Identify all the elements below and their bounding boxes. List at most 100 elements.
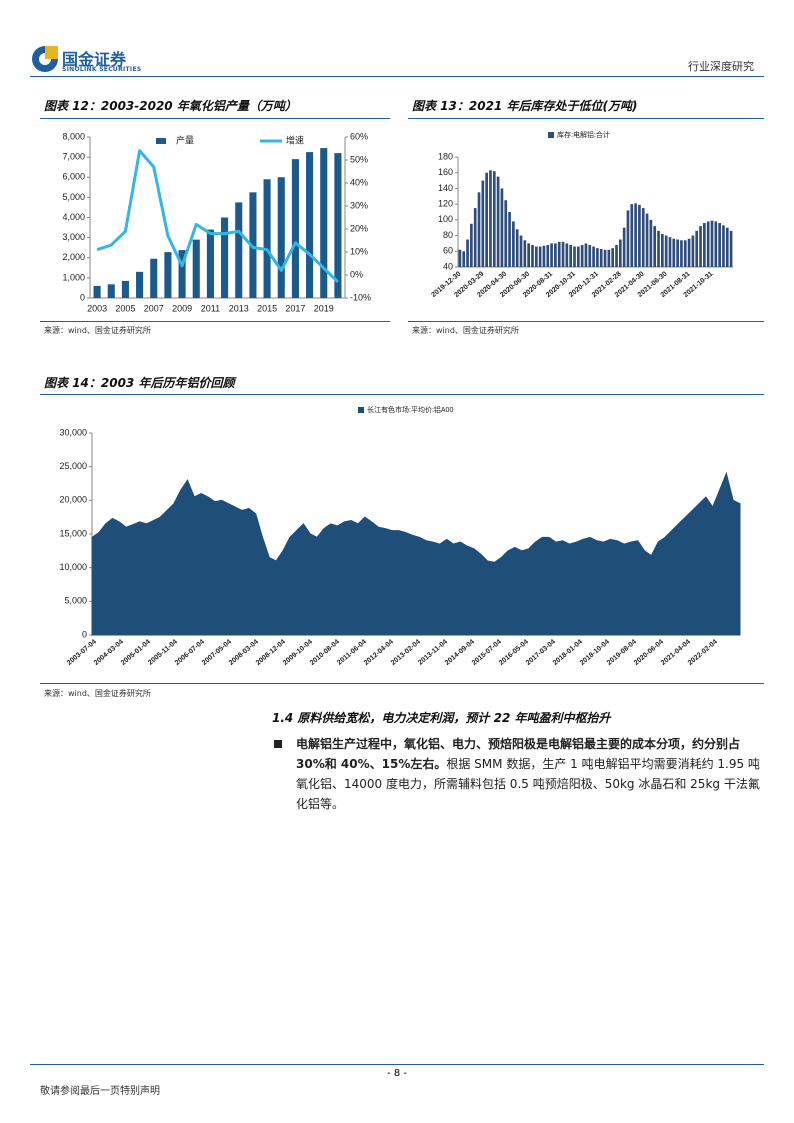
bar xyxy=(492,171,496,267)
y-tick-label: 40 xyxy=(443,261,453,271)
bar xyxy=(534,246,538,267)
figure-rule xyxy=(408,118,764,119)
y-tick-label: 1,000 xyxy=(62,272,85,282)
disclaimer: 敬请参阅最后一页特别声明 xyxy=(40,1086,160,1097)
x-tick-label: 2022-02-04 xyxy=(687,639,719,667)
bar xyxy=(691,235,695,267)
bar xyxy=(607,249,611,267)
y-tick-label: 2,000 xyxy=(62,252,85,262)
y-tick-label: 30,000 xyxy=(59,427,87,437)
bar xyxy=(699,226,702,267)
y-tick-label: 5,000 xyxy=(62,192,85,202)
bar xyxy=(150,258,158,298)
bar xyxy=(550,243,553,267)
y-tick-label: 20,000 xyxy=(59,495,87,505)
bar xyxy=(592,246,595,267)
y2-tick-label: -10% xyxy=(350,292,371,302)
y-tick-label: 0 xyxy=(82,629,87,639)
bar xyxy=(596,248,599,267)
figure-title: 图表 13：2021 年后库存处于低位(万吨) xyxy=(412,99,638,113)
bar xyxy=(504,200,508,267)
y-tick-label: 120 xyxy=(438,199,453,209)
report-type: 行业深度研究 xyxy=(688,60,754,73)
bar xyxy=(710,220,714,267)
bar xyxy=(661,234,664,267)
chart: 4060801001201401601802019-12-302020-03-2… xyxy=(430,130,733,299)
y2-tick-label: 0% xyxy=(350,269,363,279)
bar xyxy=(706,221,710,267)
bar xyxy=(573,246,576,267)
y-tick-label: 140 xyxy=(438,183,453,193)
bar xyxy=(557,241,561,267)
bar xyxy=(569,245,573,267)
bar xyxy=(668,237,672,267)
bar xyxy=(473,208,477,267)
bold-text: 电解铝生产过程中，氧化铝、电力、预焙阳极是电解铝最主要的成本分项，约分别占 30… xyxy=(296,737,741,771)
bar xyxy=(680,240,683,267)
y-tick-label: 180 xyxy=(438,151,453,161)
bar xyxy=(291,159,299,298)
logo-icon xyxy=(32,46,58,72)
bar xyxy=(508,212,511,267)
bar xyxy=(718,223,721,267)
bar xyxy=(554,243,557,267)
legend-swatch xyxy=(548,132,554,138)
bar xyxy=(603,249,607,267)
company-name-en: SINOLINK SECURITIES xyxy=(62,66,142,73)
x-tick-label: 2007 xyxy=(144,303,164,313)
bar xyxy=(263,179,271,298)
bar xyxy=(519,235,523,267)
bar xyxy=(641,208,645,267)
x-tick-label: 2011 xyxy=(201,303,220,313)
bar xyxy=(277,177,285,298)
bar xyxy=(599,248,603,267)
legend-swatch xyxy=(156,138,166,144)
source: 来源：wind、国金证券研究所 xyxy=(412,326,519,335)
figure-title: 图表 12：2003-2020 年氧化铝产量（万吨） xyxy=(44,99,297,113)
bar xyxy=(523,240,527,267)
bar xyxy=(664,235,668,267)
y-tick-label: 5,000 xyxy=(64,596,87,606)
y-tick-label: 100 xyxy=(438,214,453,224)
x-tick-label: 2003 xyxy=(87,303,107,313)
bar xyxy=(649,219,653,267)
legend-label: 长江有色市场:平均价:铝A00 xyxy=(367,405,453,414)
bar xyxy=(206,229,214,298)
y-tick-label: 80 xyxy=(443,230,453,240)
bar xyxy=(466,239,469,267)
bar xyxy=(462,251,466,267)
bar xyxy=(496,176,500,267)
y-tick-label: 7,000 xyxy=(62,152,85,162)
bar xyxy=(481,180,485,267)
chart: 0 1,000 2,000 3,000 4,000 5,000 6,000 7,000 8,00… xyxy=(62,131,371,313)
x-tick-label: 2019 xyxy=(314,303,334,313)
area xyxy=(91,471,741,636)
bar xyxy=(588,245,592,267)
bar xyxy=(630,204,634,267)
bar xyxy=(626,210,630,267)
y2-tick-label: 50% xyxy=(350,154,368,164)
bar xyxy=(136,271,144,298)
figure-title: 图表 14：2003 年后历年铝价回顾 xyxy=(44,376,235,390)
bar xyxy=(512,221,515,267)
y-tick-label: 4,000 xyxy=(62,212,85,222)
y2-tick-label: 10% xyxy=(350,246,368,256)
section-heading: 1.4 原料供给宽松，电力决定利润，预计 22 年吨盈利中枢抬升 xyxy=(272,711,611,725)
line xyxy=(96,149,339,283)
header-rule xyxy=(30,76,764,77)
bar xyxy=(638,204,641,267)
bar xyxy=(729,230,733,267)
bar xyxy=(687,238,691,267)
bar xyxy=(565,243,569,267)
legend-swatch xyxy=(358,407,364,413)
bar xyxy=(485,172,488,267)
figure-rule xyxy=(40,321,390,322)
bar xyxy=(477,192,481,267)
bar xyxy=(542,245,546,267)
source: 来源：wind、国金证券研究所 xyxy=(44,326,151,335)
y-tick-label: 15,000 xyxy=(59,528,87,538)
bar xyxy=(725,227,729,267)
bar xyxy=(306,152,314,298)
y2-tick-label: 30% xyxy=(350,200,368,210)
figure-rule xyxy=(40,394,764,395)
